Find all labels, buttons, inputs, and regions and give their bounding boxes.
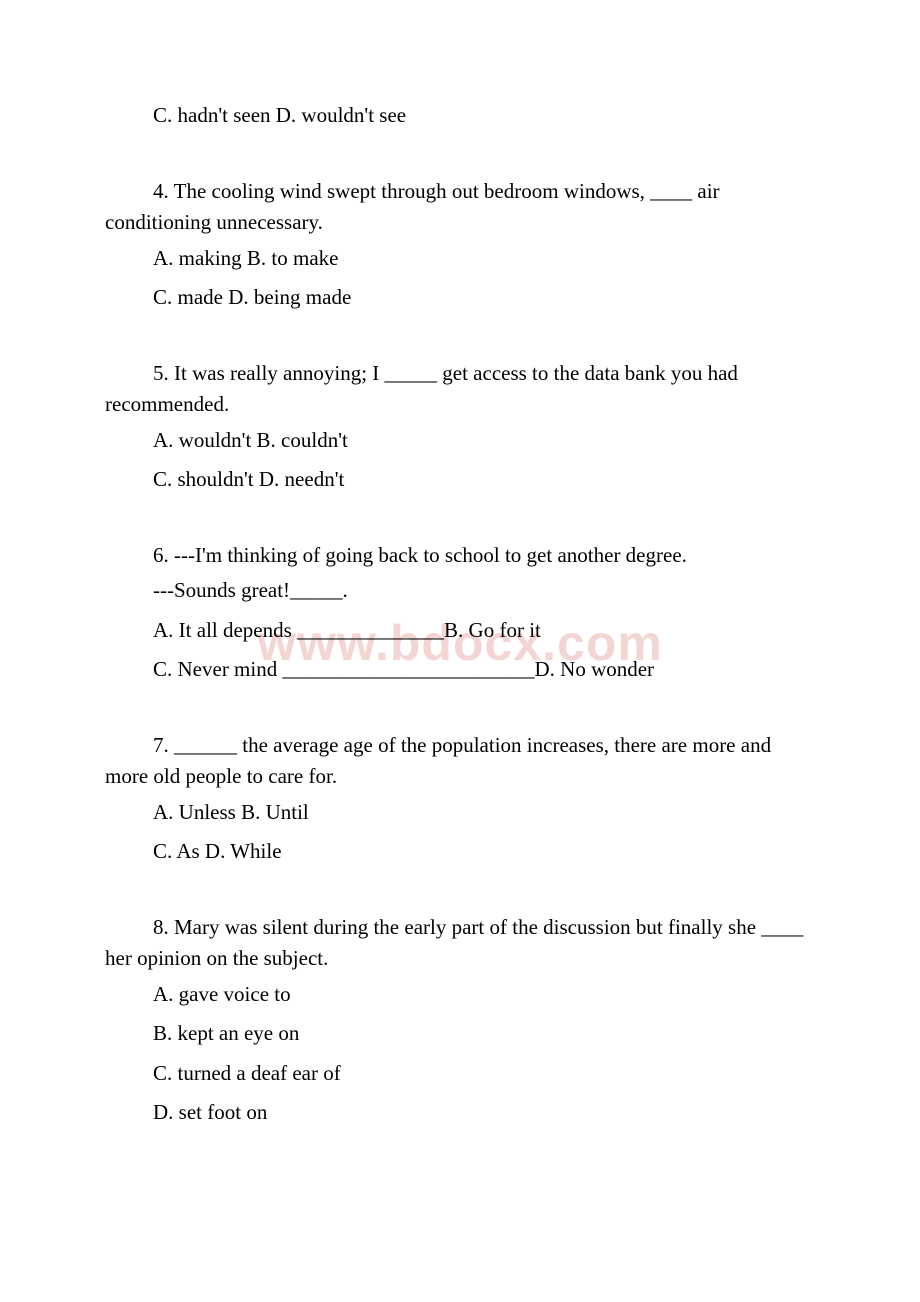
q8-option-d: D. set foot on bbox=[105, 1097, 815, 1129]
question-5: 5. It was really annoying; I _____ get a… bbox=[105, 358, 815, 496]
question-6: 6. ---I'm thinking of going back to scho… bbox=[105, 540, 815, 686]
q6-option-b: B. Go for it bbox=[444, 618, 541, 642]
q7-options-cd: C. As D. While bbox=[105, 836, 815, 868]
q7-options-ab: A. Unless B. Until bbox=[105, 797, 815, 829]
q3-options-cd: C. hadn't seen D. wouldn't see bbox=[105, 100, 815, 132]
q6-option-d: D. No wonder bbox=[534, 657, 654, 681]
q8-text: 8. Mary was silent during the early part… bbox=[105, 912, 815, 975]
q6-option-c: C. Never mind ________________________ bbox=[153, 657, 534, 681]
document-content: C. hadn't seen D. wouldn't see 4. The co… bbox=[105, 100, 815, 1129]
q6-options-ab: A. It all depends ______________B. Go fo… bbox=[105, 615, 815, 647]
q5-options-ab: A. wouldn't B. couldn't bbox=[105, 425, 815, 457]
q6-text: 6. ---I'm thinking of going back to scho… bbox=[105, 540, 815, 572]
question-3-partial: C. hadn't seen D. wouldn't see bbox=[105, 100, 815, 132]
question-7: 7. ______ the average age of the populat… bbox=[105, 730, 815, 868]
q6-options-cd: C. Never mind ________________________D.… bbox=[105, 654, 815, 686]
question-8: 8. Mary was silent during the early part… bbox=[105, 912, 815, 1129]
q8-option-c: C. turned a deaf ear of bbox=[105, 1058, 815, 1090]
question-4: 4. The cooling wind swept through out be… bbox=[105, 176, 815, 314]
q5-options-cd: C. shouldn't D. needn't bbox=[105, 464, 815, 496]
q6-reply: ---Sounds great!_____. bbox=[105, 575, 815, 607]
q5-text: 5. It was really annoying; I _____ get a… bbox=[105, 358, 815, 421]
q4-options-cd: C. made D. being made bbox=[105, 282, 815, 314]
q4-text: 4. The cooling wind swept through out be… bbox=[105, 176, 815, 239]
q6-option-a: A. It all depends ______________ bbox=[153, 618, 444, 642]
q8-option-b: B. kept an eye on bbox=[105, 1018, 815, 1050]
q7-text: 7. ______ the average age of the populat… bbox=[105, 730, 815, 793]
q8-option-a: A. gave voice to bbox=[105, 979, 815, 1011]
q4-options-ab: A. making B. to make bbox=[105, 243, 815, 275]
